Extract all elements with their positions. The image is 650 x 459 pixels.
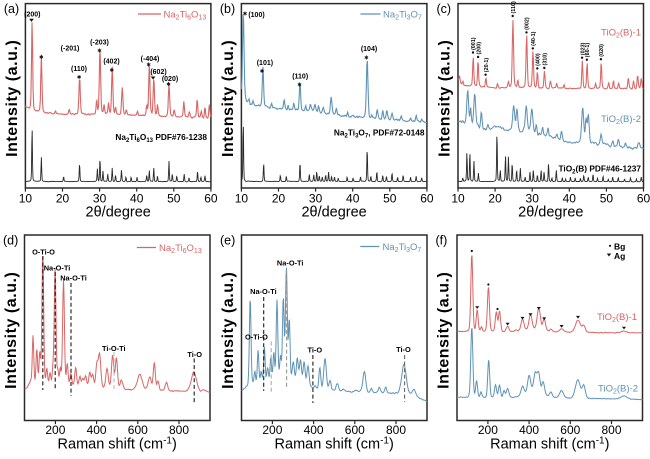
svg-text:400: 400: [519, 423, 539, 437]
svg-text:(110): (110): [511, 1, 517, 13]
svg-text:Intensity (a.u.): Intensity (a.u.): [220, 40, 237, 157]
svg-text:400: 400: [87, 423, 107, 437]
svg-text:(020): (020): [599, 44, 605, 57]
svg-text:30: 30: [309, 192, 323, 206]
svg-text:Na2Ti3O7: Na2Ti3O7: [383, 9, 422, 21]
svg-text:(402): (402): [103, 59, 119, 66]
svg-text:(200): (200): [24, 12, 40, 19]
svg-text:2θ/degree: 2θ/degree: [518, 205, 583, 221]
svg-text:TiO2(B)-1: TiO2(B)-1: [601, 28, 641, 40]
svg-text:(200): (200): [476, 42, 482, 55]
svg-text:(a): (a): [4, 2, 19, 16]
svg-text:2θ/degree: 2θ/degree: [86, 205, 151, 221]
svg-text:30: 30: [93, 192, 107, 206]
svg-text:Na-O-Ti: Na-O-Ti: [277, 259, 304, 268]
svg-text:TiO2(B)-2: TiO2(B)-2: [598, 384, 638, 396]
svg-text:2θ/degree: 2θ/degree: [301, 205, 366, 221]
svg-text:(c): (c): [437, 2, 452, 16]
svg-text:Na2Ti6O13: Na2Ti6O13: [164, 9, 207, 21]
svg-text:600: 600: [560, 423, 580, 437]
svg-text:Na2Ti6O13 PDF#76-1238: Na2Ti6O13 PDF#76-1238: [115, 132, 207, 144]
svg-text:800: 800: [601, 423, 621, 437]
svg-text:(20-1): (20-1): [484, 58, 490, 73]
svg-text:20: 20: [272, 192, 286, 206]
svg-text:O-Ti-O: O-Ti-O: [32, 248, 55, 257]
svg-text:(-201): (-201): [61, 46, 80, 53]
svg-text:Intensity (a.u.): Intensity (a.u.): [220, 272, 237, 389]
svg-text:200: 200: [262, 423, 282, 437]
svg-text:30: 30: [526, 192, 540, 206]
svg-text:(001): (001): [471, 37, 477, 50]
svg-text:40: 40: [563, 192, 577, 206]
svg-text:50: 50: [167, 192, 181, 206]
svg-text:TiO2(B)-2: TiO2(B)-2: [601, 114, 641, 126]
svg-text:800: 800: [169, 423, 189, 437]
svg-text:10: 10: [451, 192, 465, 206]
svg-text:60: 60: [204, 192, 218, 206]
svg-text:Na-O-Ti: Na-O-Ti: [60, 274, 87, 283]
svg-text:400: 400: [304, 423, 324, 437]
svg-text:(002): (002): [525, 17, 531, 30]
svg-text:Na2Ti6O13: Na2Ti6O13: [159, 243, 202, 255]
svg-text:Intensity (a.u.): Intensity (a.u.): [3, 272, 20, 389]
svg-text:Bg: Bg: [614, 241, 625, 251]
svg-text:200: 200: [45, 423, 65, 437]
svg-text:(400): (400): [536, 53, 542, 66]
svg-text:800: 800: [386, 423, 406, 437]
svg-text:50: 50: [600, 192, 614, 206]
svg-text:(40-1): (40-1): [531, 31, 537, 46]
svg-text:Ag: Ag: [614, 251, 625, 261]
svg-text:TiO2(B) PDF#46-1237: TiO2(B) PDF#46-1237: [558, 164, 641, 176]
svg-text:Intensity (a.u.): Intensity (a.u.): [436, 40, 453, 157]
svg-text:Raman shift (cm-1): Raman shift (cm-1): [275, 436, 394, 453]
svg-text:10: 10: [235, 192, 249, 206]
svg-text:(f): (f): [436, 234, 448, 248]
svg-text:(020): (020): [162, 76, 178, 83]
svg-text:(602): (602): [150, 69, 166, 76]
svg-text:O-Ti-O: O-Ti-O: [245, 333, 268, 342]
svg-text:TiO2(B)-1: TiO2(B)-1: [597, 312, 637, 324]
svg-text:Ti-O: Ti-O: [307, 346, 322, 355]
svg-text:Na-O-Ti: Na-O-Ti: [44, 263, 71, 272]
svg-text:(110): (110): [71, 66, 87, 73]
svg-text:Intensity (a.u.): Intensity (a.u.): [435, 272, 452, 389]
svg-text:(110): (110): [292, 73, 308, 80]
svg-text:60: 60: [637, 192, 650, 206]
svg-text:(101): (101): [257, 60, 273, 67]
svg-text:(60-1): (60-1): [585, 43, 591, 58]
svg-text:(b): (b): [220, 2, 235, 16]
svg-text:Na2Ti3O7, PDF#72-0148: Na2Ti3O7, PDF#72-0148: [334, 128, 425, 140]
svg-text:(023): (023): [580, 42, 586, 55]
svg-text:40: 40: [130, 192, 144, 206]
svg-text:600: 600: [128, 423, 148, 437]
svg-text:20: 20: [488, 192, 502, 206]
svg-text:20: 20: [56, 192, 70, 206]
svg-text:200: 200: [478, 423, 498, 437]
svg-text:Ti-O: Ti-O: [396, 345, 411, 354]
svg-text:(104): (104): [361, 46, 377, 53]
svg-text:Intensity (a.u.): Intensity (a.u.): [4, 40, 21, 157]
svg-text:(-404): (-404): [141, 56, 160, 63]
svg-text:Na-O-Ti: Na-O-Ti: [250, 287, 277, 296]
svg-text:(d): (d): [3, 234, 18, 248]
svg-text:Raman shift (cm-1): Raman shift (cm-1): [58, 436, 177, 453]
svg-text:40: 40: [346, 192, 360, 206]
svg-text:Raman shift (cm-1): Raman shift (cm-1): [490, 436, 609, 453]
svg-text:(-203): (-203): [90, 39, 109, 46]
svg-text:50: 50: [383, 192, 397, 206]
svg-text:(310): (310): [543, 53, 549, 66]
svg-text:Na2Ti3O7: Na2Ti3O7: [383, 242, 422, 254]
svg-text:(100): (100): [248, 12, 264, 19]
svg-text:Ti-O: Ti-O: [187, 350, 202, 359]
svg-text:(e): (e): [220, 234, 235, 248]
svg-text:10: 10: [19, 192, 33, 206]
svg-text:60: 60: [420, 192, 434, 206]
svg-text:600: 600: [345, 423, 365, 437]
svg-text:Ti-O-Ti: Ti-O-Ti: [102, 344, 126, 353]
